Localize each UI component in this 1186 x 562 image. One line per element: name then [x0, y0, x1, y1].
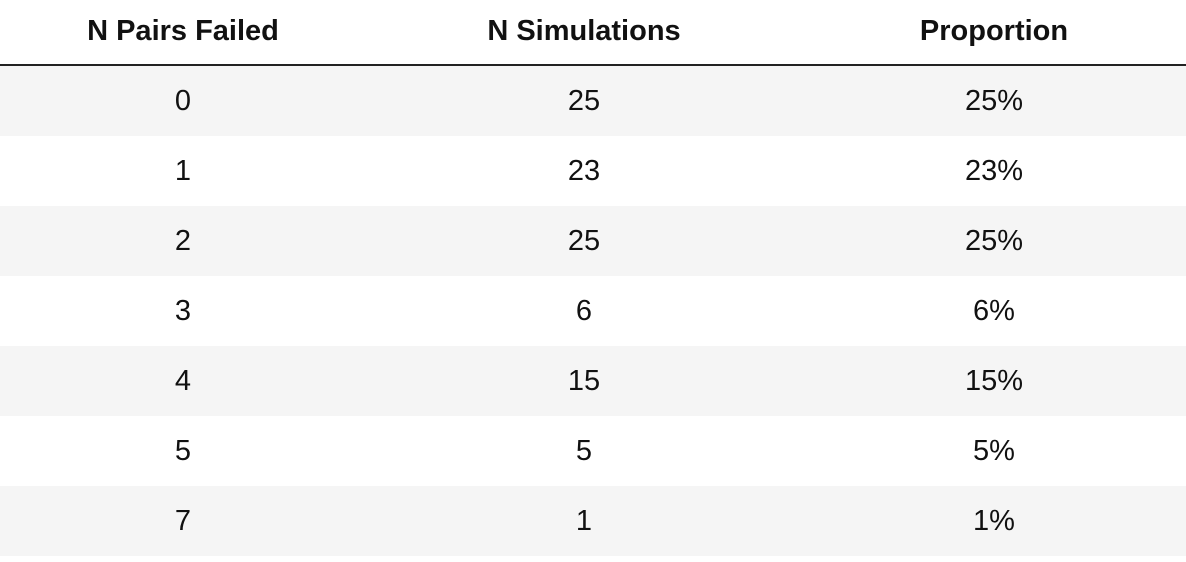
n-pairs-failed-cell: 2: [174, 224, 192, 257]
table-row: 2 25 25%: [0, 206, 1186, 276]
n-pairs-failed-cell: 5: [174, 434, 192, 467]
proportion-cell: 23%: [964, 154, 1024, 187]
table-row: 0 25 25%: [0, 66, 1186, 136]
n-simulations-cell: 6: [575, 294, 593, 327]
n-simulations-cell: 23: [567, 154, 601, 187]
n-simulations-cell: 25: [567, 224, 601, 257]
proportion-cell: 15%: [964, 364, 1024, 397]
table-row: 1 23 23%: [0, 136, 1186, 206]
column-header-proportion: Proportion: [919, 14, 1069, 47]
proportion-cell: 25%: [964, 224, 1024, 257]
table-row: 4 15 15%: [0, 346, 1186, 416]
n-pairs-failed-cell: 0: [174, 84, 192, 117]
table-row: 7 1 1%: [0, 486, 1186, 556]
n-simulations-cell: 25: [567, 84, 601, 117]
table-row: 3 6 6%: [0, 276, 1186, 346]
table-body: 0 25 25% 1 23 23% 2 25 25% 3 6 6% 4 15 15% 5 5 5% 7 1 1%: [0, 66, 1186, 556]
table-row: 5 5 5%: [0, 416, 1186, 486]
n-pairs-failed-cell: 1: [174, 154, 192, 187]
table-header: N Pairs Failed N Simulations Proportion: [0, 0, 1186, 66]
n-simulations-cell: 1: [575, 504, 593, 537]
n-simulations-cell: 15: [567, 364, 601, 397]
n-simulations-cell: 5: [575, 434, 593, 467]
proportion-cell: 5%: [973, 434, 1015, 467]
n-pairs-failed-cell: 4: [174, 364, 192, 397]
proportion-cell: 6%: [973, 294, 1015, 327]
n-pairs-failed-cell: 3: [174, 294, 192, 327]
n-pairs-failed-cell: 7: [174, 504, 192, 537]
proportion-cell: 1%: [973, 504, 1015, 537]
column-header-n-simulations: N Simulations: [487, 14, 681, 47]
column-header-n-pairs-failed: N Pairs Failed: [87, 14, 279, 47]
proportion-cell: 25%: [964, 84, 1024, 117]
